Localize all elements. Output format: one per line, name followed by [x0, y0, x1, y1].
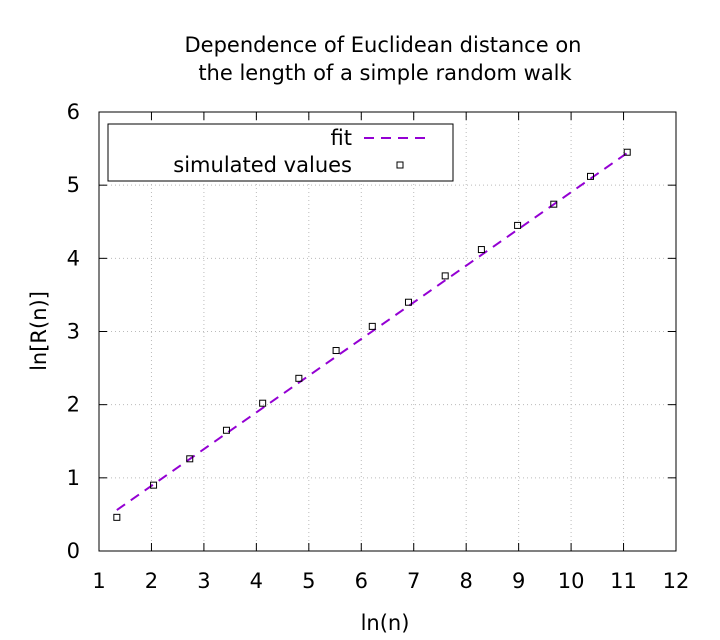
y-axis-label: ln[R(n)]: [27, 291, 51, 371]
x-tick-label: 2: [145, 569, 158, 593]
data-point: [514, 221, 522, 229]
x-tick-labels: 1 2 3 4 5 6 7 8 9 10 11 12: [92, 569, 689, 593]
x-tick-label: 1: [92, 569, 105, 593]
data-point: [150, 481, 158, 489]
data-point: [368, 322, 376, 330]
data-point: [550, 200, 558, 208]
legend: fit simulated values: [107, 123, 454, 182]
chart-title: Dependence of Euclidean distance on the …: [185, 33, 582, 85]
x-tick-label: 5: [302, 569, 315, 593]
legend-label-fit: fit: [331, 126, 352, 150]
legend-label-simulated-values: simulated values: [173, 153, 352, 177]
x-tick-label: 10: [558, 569, 585, 593]
x-tick-label: 7: [407, 569, 420, 593]
y-tick-label: 0: [67, 539, 80, 563]
chart-title-line-2: the length of a simple random walk: [198, 61, 572, 85]
x-tick-label: 8: [459, 569, 472, 593]
y-tick-label: 6: [67, 100, 80, 124]
series: [113, 148, 631, 521]
y-tick-label: 2: [67, 393, 80, 417]
y-tick-labels: 0 1 2 3 4 5 6: [67, 100, 80, 563]
data-point: [404, 298, 412, 306]
x-tick-label: 12: [663, 569, 690, 593]
data-point: [441, 272, 449, 280]
y-tick-label: 4: [67, 246, 80, 270]
chart-title-line-1: Dependence of Euclidean distance on: [185, 33, 582, 57]
fit-line: [116, 152, 628, 511]
x-tick-label: 4: [250, 569, 263, 593]
x-tick-label: 3: [197, 569, 210, 593]
y-tick-label: 5: [67, 173, 80, 197]
y-tick-label: 1: [67, 466, 80, 490]
x-tick-label: 11: [610, 569, 637, 593]
data-point: [332, 347, 340, 355]
data-point: [477, 246, 485, 254]
data-point: [295, 374, 303, 382]
data-point: [222, 426, 230, 434]
x-axis-label: ln(n): [361, 611, 410, 635]
x-tick-label: 6: [355, 569, 368, 593]
data-point: [586, 172, 594, 180]
grid: [99, 112, 676, 551]
axis-ticks: [98, 111, 677, 552]
legend-swatch-simulated-values: [396, 161, 404, 169]
data-point: [623, 148, 631, 156]
data-point: [113, 513, 121, 521]
y-tick-label: 3: [67, 320, 80, 344]
x-tick-label: 9: [512, 569, 525, 593]
data-point: [259, 399, 267, 407]
legend-box: [107, 123, 454, 182]
data-point: [186, 455, 194, 463]
